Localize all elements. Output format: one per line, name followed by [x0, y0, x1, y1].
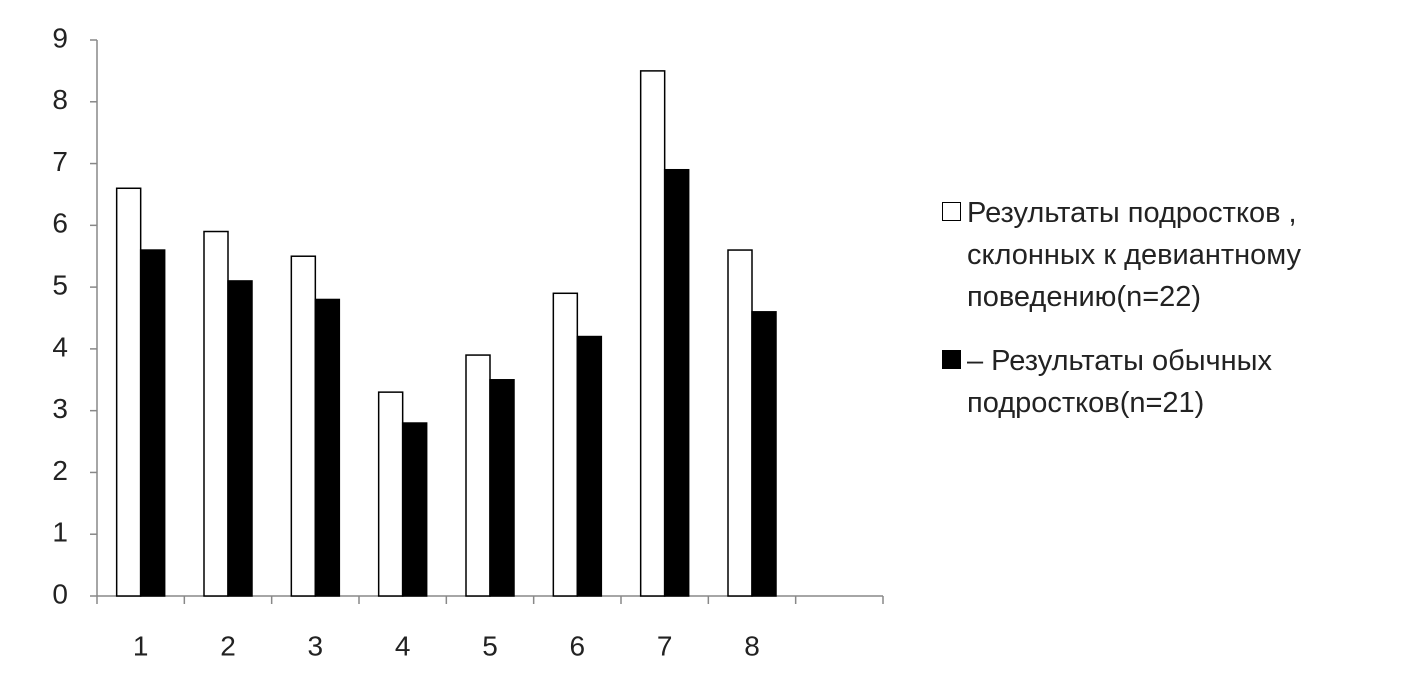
legend-entry: Результаты подростков , склонных к девиа… [942, 192, 1402, 318]
legend-swatch [942, 202, 961, 221]
bar [115, 187, 142, 597]
y-tick-label: 2 [52, 455, 68, 486]
y-tick-label: 3 [52, 393, 68, 424]
bar [552, 292, 579, 597]
y-tick-label: 4 [52, 331, 68, 362]
y-tick-label: 1 [52, 517, 68, 548]
bar [203, 230, 229, 597]
x-tick-label: 7 [657, 630, 673, 661]
legend-label: Результаты подростков , склонных к девиа… [967, 197, 1302, 313]
y-tick-label: 5 [52, 270, 68, 301]
bar [727, 249, 753, 597]
x-tick-label: 6 [570, 630, 586, 661]
bar [401, 422, 428, 597]
y-tick-label: 8 [52, 84, 68, 115]
bar [227, 280, 253, 597]
x-tick-label: 1 [133, 630, 149, 661]
bar [139, 249, 166, 597]
bar [377, 391, 404, 597]
bar [465, 354, 491, 597]
chart: 0 1 2 3 4 5 6 7 8 9 1 2 3 4 5 6 7 8 [52, 22, 884, 661]
y-tick-label: 7 [52, 146, 68, 177]
legend-swatch [942, 350, 961, 369]
x-tick-label: 4 [395, 630, 411, 661]
x-tick-label: 8 [744, 630, 760, 661]
x-tick-label: 5 [482, 630, 498, 661]
bar [663, 168, 690, 597]
bar [639, 70, 666, 597]
legend: Результаты подростков , склонных к девиа… [942, 192, 1402, 446]
legend-label: – Результаты обычных подростков(n=21) [967, 345, 1273, 419]
bar [290, 255, 317, 597]
bar [489, 379, 515, 597]
bar [576, 335, 603, 597]
bar [314, 298, 341, 597]
bar [751, 311, 777, 597]
legend-entry: – Результаты обычных подростков(n=21) [942, 340, 1402, 424]
y-tick-label: 9 [52, 22, 68, 53]
y-tick-label: 0 [52, 578, 68, 609]
y-tick-label: 6 [52, 208, 68, 239]
x-tick-label: 3 [308, 630, 324, 661]
x-tick-label: 2 [220, 630, 236, 661]
